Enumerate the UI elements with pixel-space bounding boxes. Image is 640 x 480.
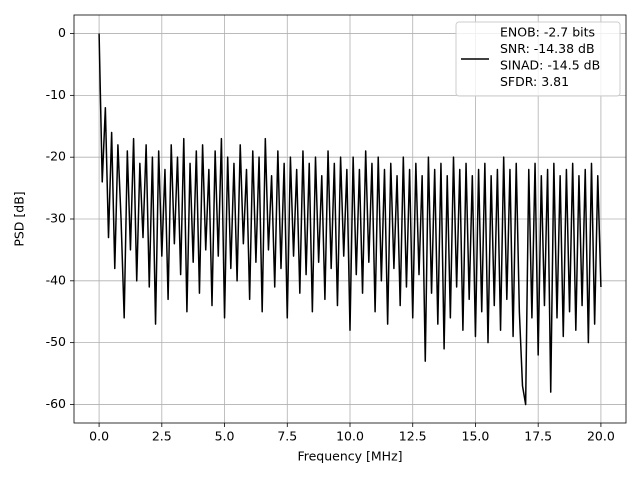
legend-label: SNR: -14.38 dB xyxy=(500,41,595,56)
y-axis-label: PSD [dB] xyxy=(12,191,27,246)
legend-box xyxy=(455,21,621,97)
x-axis-label: Frequency [MHz] xyxy=(297,449,402,464)
x-tick-label: 2.5 xyxy=(152,429,172,444)
y-tick-label: 0 xyxy=(58,25,66,40)
y-tick-label: -20 xyxy=(46,149,66,164)
y-tick-label: -60 xyxy=(46,396,66,411)
x-tick-label: 7.5 xyxy=(277,429,297,444)
plot xyxy=(98,33,602,406)
legend-label: SINAD: -14.5 dB xyxy=(500,58,600,73)
y-tick-label: -50 xyxy=(46,334,66,349)
x-tick-label: 0.0 xyxy=(89,429,109,444)
y-tick-label: -30 xyxy=(46,211,66,226)
legend-label: ENOB: -2.7 bits xyxy=(500,25,595,40)
x-tick-label: 20.0 xyxy=(587,429,615,444)
ticks: 0.0 2.5 5.0 7.5 10.0 12.5 15.0 17.5 20.0 0 -10 -20 -… xyxy=(46,25,615,443)
x-tick-label: 5.0 xyxy=(215,429,235,444)
legend-label: SFDR: 3.81 xyxy=(500,74,569,89)
line-series xyxy=(98,33,602,406)
x-tick-label: 15.0 xyxy=(462,429,490,444)
x-tick-label: 10.0 xyxy=(336,429,364,444)
y-tick-label: -40 xyxy=(46,272,66,287)
y-tick-label: -10 xyxy=(46,87,66,102)
x-tick-label: 17.5 xyxy=(524,429,552,444)
x-tick-label: 12.5 xyxy=(399,429,427,444)
